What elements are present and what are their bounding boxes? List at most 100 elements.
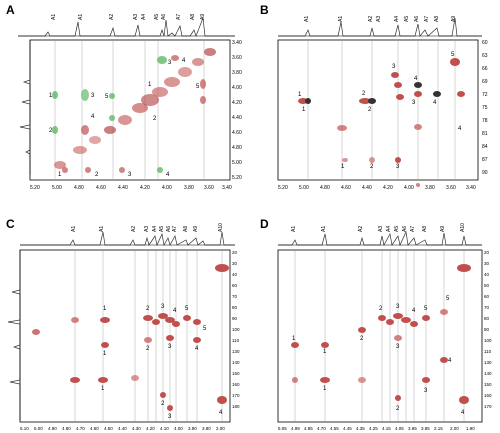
panel-c-annotation: 1	[101, 386, 105, 392]
panel-a-x-tick: 5.00	[52, 185, 62, 191]
panel-c-annotation: 4	[195, 346, 199, 352]
panel-c-peak-label: A5	[159, 226, 165, 232]
panel-b-peak-label: A4	[394, 16, 400, 22]
panel-c-y-tick: 90	[232, 316, 238, 321]
panel-c-x-tick: 3.80	[202, 426, 211, 431]
panel-d-y-ticks: 20 30 40 50 60 70 80 90 100 110 130 140 …	[484, 250, 492, 409]
panel-d-annotation: 2	[396, 406, 400, 412]
panel-b-label: B	[260, 3, 269, 17]
panel-b-y-tick: 81	[482, 131, 488, 137]
panel-c-peak-label: A8	[183, 226, 189, 232]
panel-a: A	[6, 3, 242, 191]
panel-a-y-tick: 5.00	[232, 160, 242, 166]
panel-c-x-ticks: 5.10 5.00 4.90 4.80 4.70 4.60 4.50 4.40 …	[20, 426, 225, 431]
panel-b-peak-label: A9	[451, 16, 457, 22]
panel-c-annotation: 2	[161, 401, 165, 407]
panel-d-peak-label: A3	[378, 226, 384, 232]
panel-a-left-spectrum	[19, 40, 31, 175]
panel-d-y-tick: 30	[484, 261, 490, 266]
panel-d-x-tick: 3.95	[408, 426, 417, 431]
panel-b-x-tick: 5.00	[299, 185, 309, 191]
panel-b-annotation: 2	[362, 91, 366, 97]
panel-a-annotation: 4	[91, 114, 95, 120]
panel-c-peak-label: A1	[99, 226, 105, 232]
panel-c-peak-label: A3	[144, 226, 150, 232]
panel-c-x-tick: 4.20	[146, 426, 155, 431]
panel-a-y-tick: 3.40	[232, 40, 242, 46]
panel-a-y-tick: 5.20	[232, 175, 242, 181]
panel-d-annotation: 2	[379, 306, 383, 312]
panel-d-x-tick: 4.05	[395, 426, 404, 431]
panel-b-annotation: 1	[298, 92, 302, 98]
panel-d-y-tick: 110	[484, 349, 492, 354]
panel-c-y-tick: 60	[232, 283, 238, 288]
panel-d-y-tick: 100	[484, 338, 492, 343]
panel-d-peak-label: A10	[460, 223, 466, 232]
panel-a-y-tick: 3.60	[232, 55, 242, 61]
panel-d: D	[260, 217, 492, 431]
panel-a-x-tick: 3.40	[222, 185, 232, 191]
panel-c-frame	[19, 249, 231, 423]
panel-b-peak-label: A1	[304, 16, 310, 22]
panel-b-frame	[277, 39, 479, 181]
panel-c-y-tick: 160	[232, 382, 240, 387]
panel-c-label: C	[6, 217, 15, 231]
panel-c-x-tick: 4.10	[160, 426, 169, 431]
panel-c-annotation: 3	[168, 414, 172, 420]
panel-a-annotation: 4	[182, 58, 186, 64]
panel-c-peak-label: A2	[131, 226, 137, 232]
panel-a-y-tick: 4.00	[232, 85, 242, 91]
panel-b-peak-label: A6	[414, 16, 420, 22]
panel-c-y-tick: 100	[232, 327, 240, 332]
panel-a-x-tick: 4.80	[74, 185, 84, 191]
panel-a-label: A	[6, 3, 15, 17]
panel-a-top-spectrum	[18, 17, 235, 38]
panel-c-x-tick: 4.60	[90, 426, 99, 431]
panel-b-annotation: 5	[451, 52, 455, 58]
panel-d-x-tick: 4.35	[356, 426, 365, 431]
panel-a-x-tick: 3.60	[204, 185, 214, 191]
panel-a-x-tick: 4.20	[140, 185, 150, 191]
panel-c-annotation: 2	[146, 346, 150, 352]
panel-d-annotation: 5	[446, 296, 450, 302]
panel-b-annotation: 2	[370, 164, 374, 170]
panel-c-x-tick: 4.00	[174, 426, 183, 431]
panel-a-cross-peaks	[52, 55, 206, 173]
panel-b-peak-label: A8	[434, 16, 440, 22]
panel-c-x-tick: 4.70	[76, 426, 85, 431]
panel-c-x-tick: 4.90	[48, 426, 57, 431]
panel-a-peak-label: A1	[51, 14, 57, 20]
panel-b-annotation: 3	[396, 164, 400, 170]
panel-c-y-tick: 80	[232, 305, 238, 310]
panel-b-peak-labels: A1 A1 A2 A3 A4 A5 A6 A7 A8 A9	[304, 16, 457, 22]
panel-c-x-tick: 5.10	[20, 426, 29, 431]
panel-b-annotation: 1	[341, 164, 345, 170]
panel-b-x-tick: 4.80	[320, 185, 330, 191]
panel-b-peaks	[298, 58, 465, 187]
panel-d-peak-label: A6	[402, 226, 408, 232]
panel-b-y-tick: 87	[482, 157, 488, 163]
panel-c-y-tick: 130	[232, 349, 240, 354]
panel-b-x-tick: 3.40	[466, 185, 476, 191]
panel-c-peak-label: A7	[172, 226, 178, 232]
panel-d-peak-label: A4	[386, 226, 392, 232]
panel-b-peak-label: A7	[424, 16, 430, 22]
panel-b-peak-label: A5	[404, 16, 410, 22]
panel-d-annotation: 4	[461, 410, 465, 416]
panel-d-annotation: 2	[360, 336, 364, 342]
panel-d-x-tick: 3.85	[421, 426, 430, 431]
panel-c-annotations: 1 2 3 4 5 1 2 3 4 5 1 2 3 4	[101, 304, 223, 420]
panel-a-annotation: 4	[166, 172, 170, 178]
panel-b-peak-label: A1	[338, 16, 344, 22]
panel-d-x-tick: 4.85	[304, 426, 313, 431]
panel-c-annotation: 3	[168, 344, 172, 350]
panel-c-y-tick: 30	[232, 261, 238, 266]
panel-a-peak-label: A9	[200, 14, 206, 20]
panel-a-x-tick: 4.00	[162, 185, 172, 191]
panel-a-y-tick: 4.60	[232, 130, 242, 136]
panel-b-y-tick: 75	[482, 105, 488, 111]
panel-c-y-tick: 70	[232, 294, 238, 299]
panel-c-y-tick: 180	[232, 404, 240, 409]
panel-a-peak-label: A2	[109, 14, 115, 20]
panel-b-x-tick: 4.00	[404, 185, 414, 191]
